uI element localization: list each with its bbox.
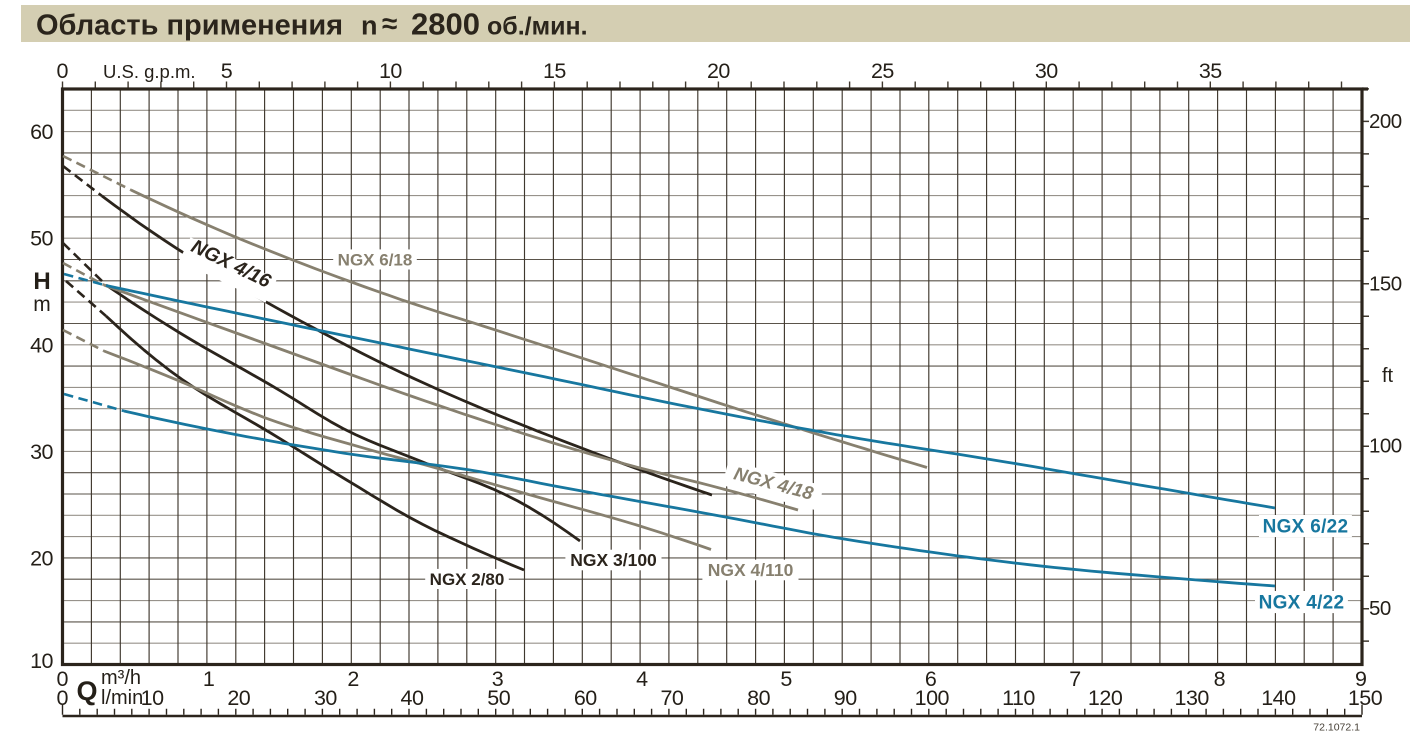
svg-text:150: 150 [1348,686,1383,710]
svg-text:100: 100 [915,686,950,710]
svg-text:72.1072.1: 72.1072.1 [1313,722,1360,734]
svg-text:m: m [33,293,51,316]
svg-text:70: 70 [660,686,683,710]
svg-text:1: 1 [203,667,215,691]
svg-text:60: 60 [30,120,53,144]
svg-text:NGX 4/110: NGX 4/110 [708,560,794,580]
svg-text:ft: ft [1382,365,1394,387]
svg-text:U.S. g.p.m.: U.S. g.p.m. [103,61,196,82]
svg-text:60: 60 [574,686,597,710]
svg-text:8: 8 [1214,667,1226,691]
svg-text:Q: Q [76,676,97,706]
svg-text:140: 140 [1261,686,1296,710]
svg-text:20: 20 [707,59,730,83]
svg-text:NGX 4/22: NGX 4/22 [1259,593,1345,614]
svg-text:40: 40 [401,686,424,710]
svg-text:7: 7 [1069,667,1081,691]
svg-text:6: 6 [925,667,937,691]
svg-text:30: 30 [1035,59,1058,83]
svg-text:NGX 6/18: NGX 6/18 [338,250,413,269]
svg-text:100: 100 [1369,435,1402,458]
svg-text:110: 110 [1002,686,1035,710]
svg-text:NGX 6/22: NGX 6/22 [1263,517,1349,538]
svg-text:50: 50 [487,686,510,710]
svg-text:30: 30 [314,686,337,710]
svg-text:80: 80 [747,686,770,710]
svg-text:40: 40 [30,333,53,357]
svg-text:5: 5 [780,667,792,691]
svg-text:l/min: l/min [101,687,143,709]
svg-text:Область применения: Область применения [36,10,343,42]
svg-text:25: 25 [871,59,894,83]
svg-text:9: 9 [1355,667,1367,691]
svg-text:15: 15 [543,59,566,83]
svg-text:NGX 2/80: NGX 2/80 [430,570,505,589]
svg-text:50: 50 [1369,597,1391,620]
svg-text:30: 30 [30,440,53,464]
svg-text:130: 130 [1175,686,1210,710]
svg-text:≈: ≈ [382,8,397,39]
svg-text:2: 2 [347,667,359,691]
svg-text:2800: 2800 [411,7,480,42]
svg-text:0: 0 [57,59,69,83]
svg-text:об./мин.: об./мин. [487,13,588,41]
svg-text:5: 5 [221,59,233,83]
svg-text:10: 10 [379,59,402,83]
svg-text:0: 0 [57,667,69,691]
svg-text:90: 90 [834,686,857,710]
svg-text:m³/h: m³/h [101,667,141,689]
svg-text:n: n [361,11,378,41]
svg-text:20: 20 [30,546,53,570]
svg-text:150: 150 [1369,272,1402,295]
svg-text:10: 10 [30,649,53,673]
svg-text:10: 10 [141,686,164,710]
svg-text:3: 3 [492,667,504,691]
svg-text:35: 35 [1199,59,1222,83]
svg-text:120: 120 [1088,686,1123,710]
svg-text:4: 4 [636,667,648,691]
svg-text:NGX 3/100: NGX 3/100 [570,550,657,570]
svg-text:0: 0 [57,686,69,710]
svg-text:H: H [33,268,50,295]
svg-text:50: 50 [30,227,53,251]
svg-text:20: 20 [227,686,250,710]
svg-text:200: 200 [1369,110,1402,133]
